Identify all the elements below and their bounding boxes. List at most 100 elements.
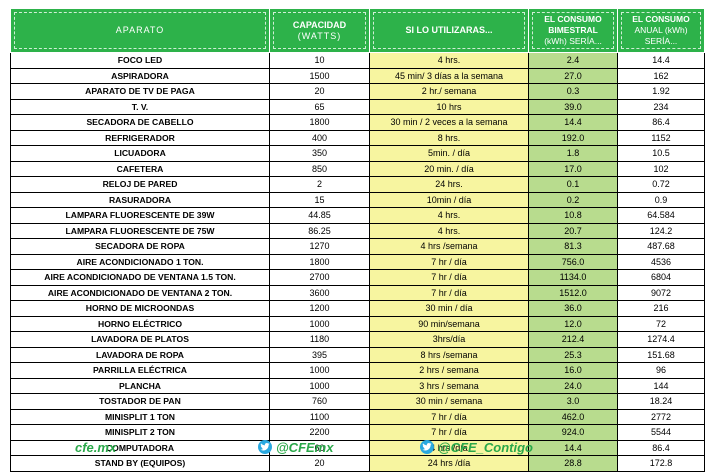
cell-uso: 30 min / 2 veces a la semana — [369, 114, 529, 131]
cell-aparato: STAND BY (EQUIPOS) — [10, 455, 270, 472]
cell-aparato: LAMPARA FLUORESCENTE DE 75W — [10, 222, 270, 239]
table-row: MINISPLIT 2 TON 2200 7 hr / día 924.0 5544 — [10, 424, 705, 441]
cell-capacidad: 760 — [269, 393, 370, 410]
cell-uso: 20 min. / día — [369, 160, 529, 177]
cell-bimestral: 1134.0 — [528, 269, 618, 286]
header-aparato: APARATO — [10, 8, 270, 53]
cell-uso: 45 min/ 3 días a la semana — [369, 67, 529, 84]
cell-aparato: PARRILLA ELÉCTRICA — [10, 362, 270, 379]
cell-aparato: LAVADORA DE ROPA — [10, 346, 270, 363]
table-row: AIRE ACONDICIONADO DE VENTANA 2 TON. 3600… — [10, 284, 705, 301]
cell-anual: 234 — [617, 98, 705, 115]
header-capacidad-unit: (WATTS) — [297, 30, 342, 41]
table-row: TOSTADOR DE PAN 760 30 min / semana 3.0 18.2… — [10, 393, 705, 410]
cell-capacidad: 850 — [269, 160, 370, 177]
cell-capacidad: 20 — [269, 83, 370, 100]
cell-aparato: SECADORA DE ROPA — [10, 238, 270, 255]
cell-uso: 4 hrs /día — [369, 439, 529, 456]
cell-bimestral: 756.0 — [528, 253, 618, 270]
cell-capacidad: 395 — [269, 346, 370, 363]
table-row: RASURADORA 15 10min / día 0.2 0.9 — [10, 191, 705, 208]
cell-capacidad: 2200 — [269, 424, 370, 441]
cell-uso: 3 hrs / semana — [369, 377, 529, 394]
cell-bimestral: 1.8 — [528, 145, 618, 162]
cell-bimestral: 212.4 — [528, 331, 618, 348]
cell-uso: 4 hrs. — [369, 222, 529, 239]
cell-bimestral: 28.8 — [528, 455, 618, 472]
header-uso: SI LO UTILIZARAS... — [369, 8, 529, 53]
table-row: LAMPARA FLUORESCENTE DE 75W 86.25 4 hrs. 20… — [10, 222, 705, 239]
cell-bimestral: 2.4 — [528, 52, 618, 69]
cell-uso: 10 hrs — [369, 98, 529, 115]
header-capacidad: CAPACIDAD (WATTS) — [269, 8, 370, 53]
cell-aparato: HORNO ELÉCTRICO — [10, 315, 270, 332]
cell-anual: 102 — [617, 160, 705, 177]
cell-anual: 1152 — [617, 129, 705, 146]
cell-aparato: T. V. — [10, 98, 270, 115]
cell-capacidad: 10 — [269, 52, 370, 69]
cell-aparato: RASURADORA — [10, 191, 270, 208]
cell-anual: 0.9 — [617, 191, 705, 208]
cell-uso: 7 hr / día — [369, 408, 529, 425]
table-row: AIRE ACONDICIONADO DE VENTANA 1.5 TON. 27… — [10, 269, 705, 286]
table-row: HORNO ELÉCTRICO 1000 90 min/semana 12.0 72 — [10, 315, 705, 332]
cell-bimestral: 3.0 — [528, 393, 618, 410]
cell-capacidad: 1500 — [269, 67, 370, 84]
cell-bimestral: 192.0 — [528, 129, 618, 146]
cell-anual: 72 — [617, 315, 705, 332]
twitter-bird-icon — [420, 440, 434, 454]
cell-aparato: PLANCHA — [10, 377, 270, 394]
cell-uso: 10min / día — [369, 191, 529, 208]
consumption-table: APARATO CAPACIDAD (WATTS) SI LO UTILIZAR… — [10, 8, 705, 472]
header-bimestral-line3: (kWh) SERÍA... — [544, 36, 602, 46]
table-row: LAMPARA FLUORESCENTE DE 39W 44.85 4 hrs. 10… — [10, 207, 705, 224]
cell-aparato: AIRE ACONDICIONADO DE VENTANA 1.5 TON. — [10, 269, 270, 286]
cell-aparato: RELOJ DE PARED — [10, 176, 270, 193]
cell-uso: 24 hrs. — [369, 176, 529, 193]
cell-bimestral: 16.0 — [528, 362, 618, 379]
header-capacidad-label: CAPACIDAD — [292, 19, 347, 30]
cell-anual: 86.4 — [617, 439, 705, 456]
cell-aparato: MINISPLIT 1 TON — [10, 408, 270, 425]
cell-uso: 7 hr / día — [369, 284, 529, 301]
cell-bimestral: 0.3 — [528, 83, 618, 100]
cell-anual: 96 — [617, 362, 705, 379]
table-row: SECADORA DE CABELLO 1800 30 min / 2 veces … — [10, 114, 705, 131]
cell-aparato: LAMPARA FLUORESCENTE DE 39W — [10, 207, 270, 224]
cell-capacidad: 1200 — [269, 300, 370, 317]
cell-aparato: FOCO LED — [10, 52, 270, 69]
table-row: FOCO LED 10 4 hrs. 2.4 14.4 — [10, 52, 705, 69]
cell-anual: 10.5 — [617, 145, 705, 162]
cell-uso: 30 min / día — [369, 300, 529, 317]
cell-uso: 4 hrs /semana — [369, 238, 529, 255]
cell-capacidad: 350 — [269, 145, 370, 162]
cell-anual: 1.92 — [617, 83, 705, 100]
table-row: MINISPLIT 1 TON 1100 7 hr / día 462.0 2772 — [10, 408, 705, 425]
cell-bimestral: 0.2 — [528, 191, 618, 208]
cell-uso: 7 hr / día — [369, 253, 529, 270]
cell-capacidad: 15 — [269, 191, 370, 208]
cell-anual: 1274.4 — [617, 331, 705, 348]
cell-aparato: HORNO DE MICROONDAS — [10, 300, 270, 317]
cell-anual: 162 — [617, 67, 705, 84]
table-row: AIRE ACONDICIONADO 1 TON. 1800 7 hr / día 7… — [10, 253, 705, 270]
header-anual: EL CONSUMO ANUAL (kWh) SERÍA... — [617, 8, 705, 53]
table-row: LAVADORA DE PLATOS 1180 3hrs/día 212.4 1274.… — [10, 331, 705, 348]
footer-site-link[interactable]: cfe.mx — [75, 440, 116, 455]
header-aparato-label: APARATO — [115, 25, 165, 35]
cell-anual: 0.72 — [617, 176, 705, 193]
footer-twitter1-label: @CFEmx — [276, 440, 334, 455]
header-bimestral-line1: EL CONSUMO — [544, 14, 602, 24]
cell-bimestral: 14.4 — [528, 114, 618, 131]
table-row: CAFETERA 850 20 min. / día 17.0 102 — [10, 160, 705, 177]
cell-anual: 9072 — [617, 284, 705, 301]
footer-twitter-cfecontigo[interactable]: @CFE_Contigo — [420, 440, 533, 455]
footer-twitter-cfemx[interactable]: @CFEmx — [258, 440, 333, 455]
table-row: ASPIRADORA 1500 45 min/ 3 días a la semana… — [10, 67, 705, 84]
table-row: HORNO DE MICROONDAS 1200 30 min / día 36.0 2… — [10, 300, 705, 317]
table-row: SECADORA DE ROPA 1270 4 hrs /semana 81.3 487… — [10, 238, 705, 255]
cell-anual: 172.8 — [617, 455, 705, 472]
table-row: T. V. 65 10 hrs 39.0 234 — [10, 98, 705, 115]
cell-uso: 4 hrs. — [369, 207, 529, 224]
cell-uso: 7 hr / día — [369, 424, 529, 441]
